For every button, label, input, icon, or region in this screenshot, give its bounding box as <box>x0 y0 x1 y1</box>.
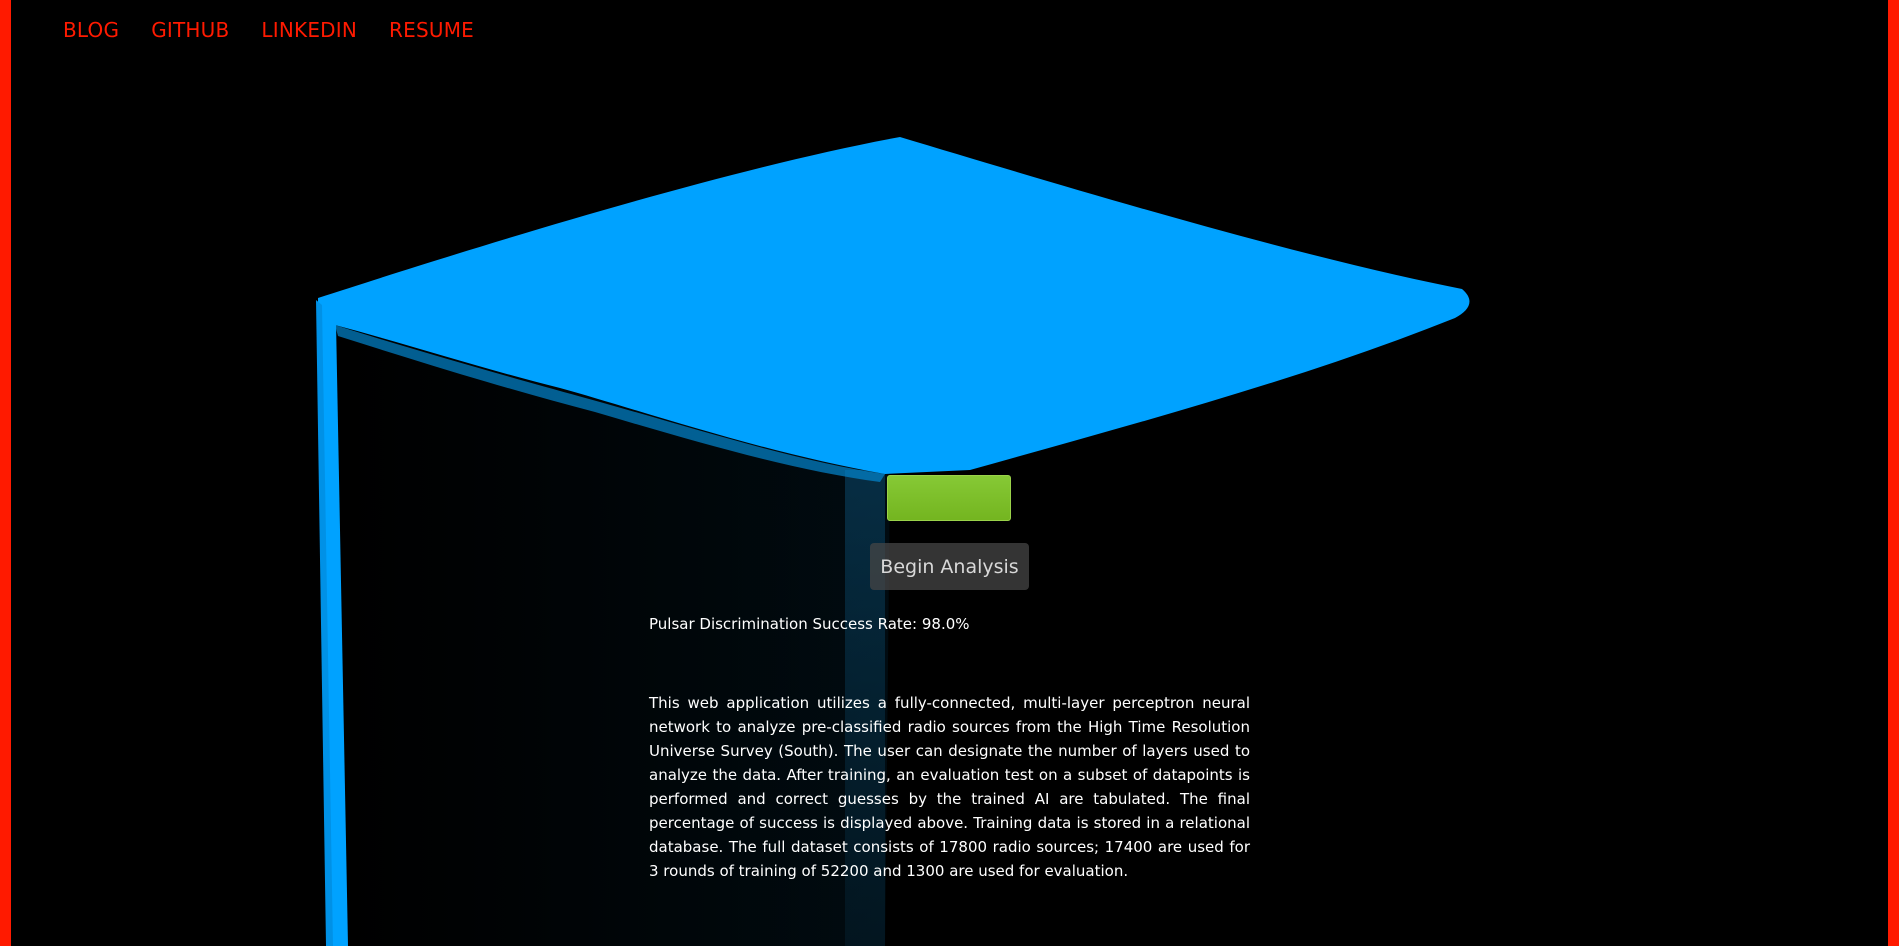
nav-link-linkedin[interactable]: LINKEDIN <box>261 18 357 42</box>
description-paragraph: This web application utilizes a fully-co… <box>649 691 1250 883</box>
begin-analysis-button[interactable]: Begin Analysis <box>870 543 1029 590</box>
nav-link-github[interactable]: GITHUB <box>151 18 229 42</box>
layers-input[interactable] <box>887 475 1011 521</box>
success-rate-text: Pulsar Discrimination Success Rate: 98.0… <box>649 615 970 633</box>
nav-link-resume[interactable]: RESUME <box>389 18 474 42</box>
nav-link-blog[interactable]: BLOG <box>63 18 119 42</box>
top-nav: BLOG GITHUB LINKEDIN RESUME <box>63 18 474 42</box>
